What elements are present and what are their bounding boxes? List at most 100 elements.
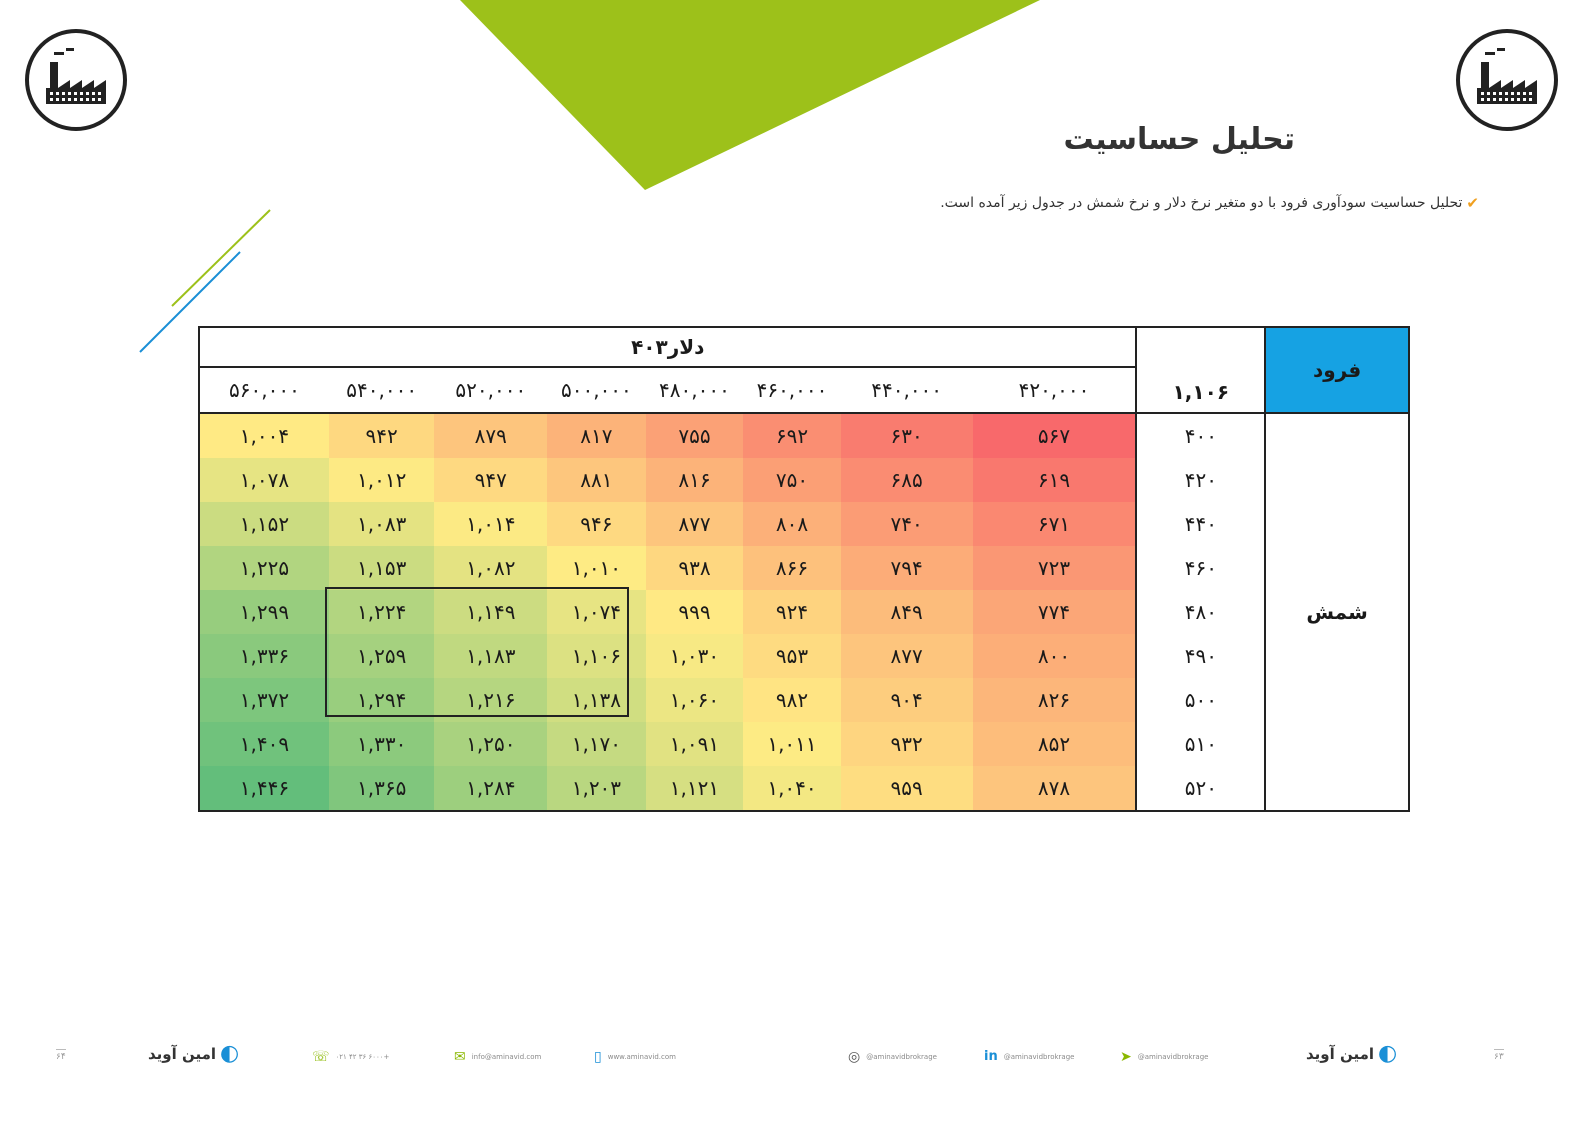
row-label: ۴۰۰ [1135,413,1267,458]
table-row: ۴۹۰ ۸۰۰ ۸۷۷ ۹۵۳ ۱,۰۳۰ ۱,۱۰۶ ۱,۱۸۳ ۱,۲۵۹ ۱,۳۳۶ [198,634,1409,678]
table-cell: ۱,۲۲۵ [198,546,329,590]
table-cell: ۱,۰۹۱ [645,722,744,766]
table-cell: ۱,۳۳۰ [328,722,435,766]
table-cell: ۹۳۸ [645,546,744,590]
table-cell: ۷۲۳ [972,546,1138,590]
table-cell: ۶۸۵ [840,458,973,502]
factory-icon [1456,29,1558,131]
table-cell: ۱,۲۵۹ [328,634,435,678]
table-cell: ۸۷۷ [840,634,973,678]
table-cell: ۱,۱۷۰ [547,722,646,766]
factory-icon [25,29,127,131]
email-text: info@aminavid.com [471,1053,542,1061]
table-cell: ۱,۲۹۹ [198,590,329,634]
table-row: ۴۸۰ ۷۷۴ ۸۴۹ ۹۲۴ ۹۹۹ ۱,۰۷۴ ۱,۱۴۹ ۱,۲۲۴ ۱,۲۹۹ [198,590,1409,634]
row-label: ۴۸۰ [1135,590,1267,634]
table-cell: ۱,۱۳۸ [547,678,646,722]
email-contact[interactable]: ✉ info@aminavid.com [454,1049,541,1065]
table-cell: ۹۳۲ [840,722,973,766]
table-cell: ۱,۰۴۰ [743,766,841,812]
table-cell: ۸۸۱ [547,458,646,502]
table-cell: ۱,۳۶۵ [328,766,435,812]
table-cell: ۸۷۷ [645,502,744,546]
column-header: ۴۸۰,۰۰۰ [645,367,744,414]
table-cell: ۸۷۹ [434,413,548,458]
row-label: ۴۲۰ [1135,458,1267,502]
linkedin-icon: in [984,1049,998,1064]
footer: ۶۴ ◐ امین آوید ☏ ۰۲۱ ۴۲ ۳۶ ۶۰۰۰+ ✉ info@… [0,1035,1587,1085]
linkedin-link[interactable]: in @aminavidbrokrage [984,1049,1074,1064]
table-cell: ۱,۰۸۳ [328,502,435,546]
column-header: ۵۲۰,۰۰۰ [434,367,548,414]
brand-mark-icon: ◐ [1378,1041,1398,1066]
table-row: ۵۱۰ ۸۵۲ ۹۳۲ ۱,۰۱۱ ۱,۰۹۱ ۱,۱۷۰ ۱,۲۵۰ ۱,۳۳۰ ۱,۴۰۹ [198,722,1409,766]
table-cell: ۱,۱۲۱ [645,766,744,812]
table-cell: ۹۵۹ [840,766,973,812]
table-cell: ۸۶۶ [743,546,841,590]
column-header: ۵۰۰,۰۰۰ [547,367,646,414]
table-cell: ۱,۰۱۱ [743,722,841,766]
table-cell: ۶۱۹ [972,458,1138,502]
table-cell: ۱,۰۶۰ [645,678,744,722]
phone-text: ۰۲۱ ۴۲ ۳۶ ۶۰۰۰+ [335,1053,390,1061]
table-cell: ۸۷۸ [972,766,1138,812]
instagram-link[interactable]: ◎ @aminavidbrokrage [848,1049,937,1065]
table-cell: ۷۹۴ [840,546,973,590]
phone-icon: ☏ [312,1049,330,1065]
row-label: ۵۲۰ [1135,766,1267,812]
table-cell: ۱,۲۰۳ [547,766,646,812]
linkedin-text: @aminavidbrokrage [1003,1052,1075,1061]
diagonal-lines-decoration [139,209,271,353]
green-triangle-decoration [460,0,1040,190]
table-cell: ۱,۰۰۴ [198,413,329,458]
page-number-left: ۶۴ [56,1049,66,1062]
table-cell: ۶۷۱ [972,502,1138,546]
row-label: ۵۰۰ [1135,678,1267,722]
brand-logo: ◐ امین آوید [148,1041,239,1066]
row-label: ۴۶۰ [1135,546,1267,590]
table-cell: ۱,۰۱۲ [328,458,435,502]
sensitivity-table: فرود ۱,۱۰۶ دلار۴۰۳ ۴۲۰,۰۰۰ ۴۴۰,۰۰۰ ۴۶۰,۰۰۰… [197,326,1410,812]
phone-contact[interactable]: ☏ ۰۲۱ ۴۲ ۳۶ ۶۰۰۰+ [312,1049,389,1065]
table-cell: ۱,۲۸۴ [434,766,548,812]
table-corner-label: فرود [1264,326,1410,414]
telegram-link[interactable]: ➤ @aminavidbrokrage [1120,1049,1208,1065]
table-cell: ۱,۲۹۴ [328,678,435,722]
row-group-label: شمش [1264,412,1410,812]
column-header: ۴۲۰,۰۰۰ [972,367,1138,414]
table-cell: ۷۵۰ [743,458,841,502]
website-text: www.aminavid.com [607,1053,676,1061]
mail-icon: ✉ [454,1049,466,1065]
table-cell: ۱,۰۸۲ [434,546,548,590]
brand-logo: ◐ امین آوید [1306,1041,1397,1066]
column-header: ۴۴۰,۰۰۰ [840,367,973,414]
table-cell: ۷۵۵ [645,413,744,458]
row-label: ۵۱۰ [1135,722,1267,766]
table-cell: ۱,۰۷۸ [198,458,329,502]
brand-name: امین آوید [148,1044,217,1063]
brand-mark-icon: ◐ [220,1041,240,1066]
page-title: تحلیل حساسیت [1063,122,1295,157]
checkmark-icon: ✔ [1466,194,1479,212]
table-row: ۵۲۰ ۸۷۸ ۹۵۹ ۱,۰۴۰ ۱,۱۲۱ ۱,۲۰۳ ۱,۲۸۴ ۱,۳۶۵ ۱,۴۴۶ [198,766,1409,812]
table-cell: ۹۰۴ [840,678,973,722]
website-link[interactable]: ▯ www.aminavid.com [594,1049,676,1065]
table-cell: ۸۲۶ [972,678,1138,722]
page-number-right: ۶۳ [1494,1049,1504,1062]
row-label: ۴۴۰ [1135,502,1267,546]
table-cell: ۱,۰۷۴ [547,590,646,634]
column-group-label: دلار۴۰۳ [197,326,1138,368]
table-cell: ۸۱۷ [547,413,646,458]
table-cell: ۸۱۶ [645,458,744,502]
intro-text: تحلیل حساسیت سودآوری فرود با دو متغیر نر… [940,195,1463,211]
intro-paragraph: ✔ تحلیل حساسیت سودآوری فرود با دو متغیر … [940,194,1479,212]
row-label: ۴۹۰ [1135,634,1267,678]
table-row: ۴۶۰ ۷۲۳ ۷۹۴ ۸۶۶ ۹۳۸ ۱,۰۱۰ ۱,۰۸۲ ۱,۱۵۳ ۱,۲۲۵ [198,546,1409,590]
column-header: ۴۶۰,۰۰۰ [743,367,841,414]
table-cell: ۹۴۶ [547,502,646,546]
table-cell: ۸۰۸ [743,502,841,546]
table-cell: ۶۳۰ [840,413,973,458]
column-header: ۵۶۰,۰۰۰ [198,367,329,414]
table-row: ۴۲۰ ۶۱۹ ۶۸۵ ۷۵۰ ۸۱۶ ۸۸۱ ۹۴۷ ۱,۰۱۲ ۱,۰۷۸ [198,458,1409,502]
table-cell: ۸۵۲ [972,722,1138,766]
